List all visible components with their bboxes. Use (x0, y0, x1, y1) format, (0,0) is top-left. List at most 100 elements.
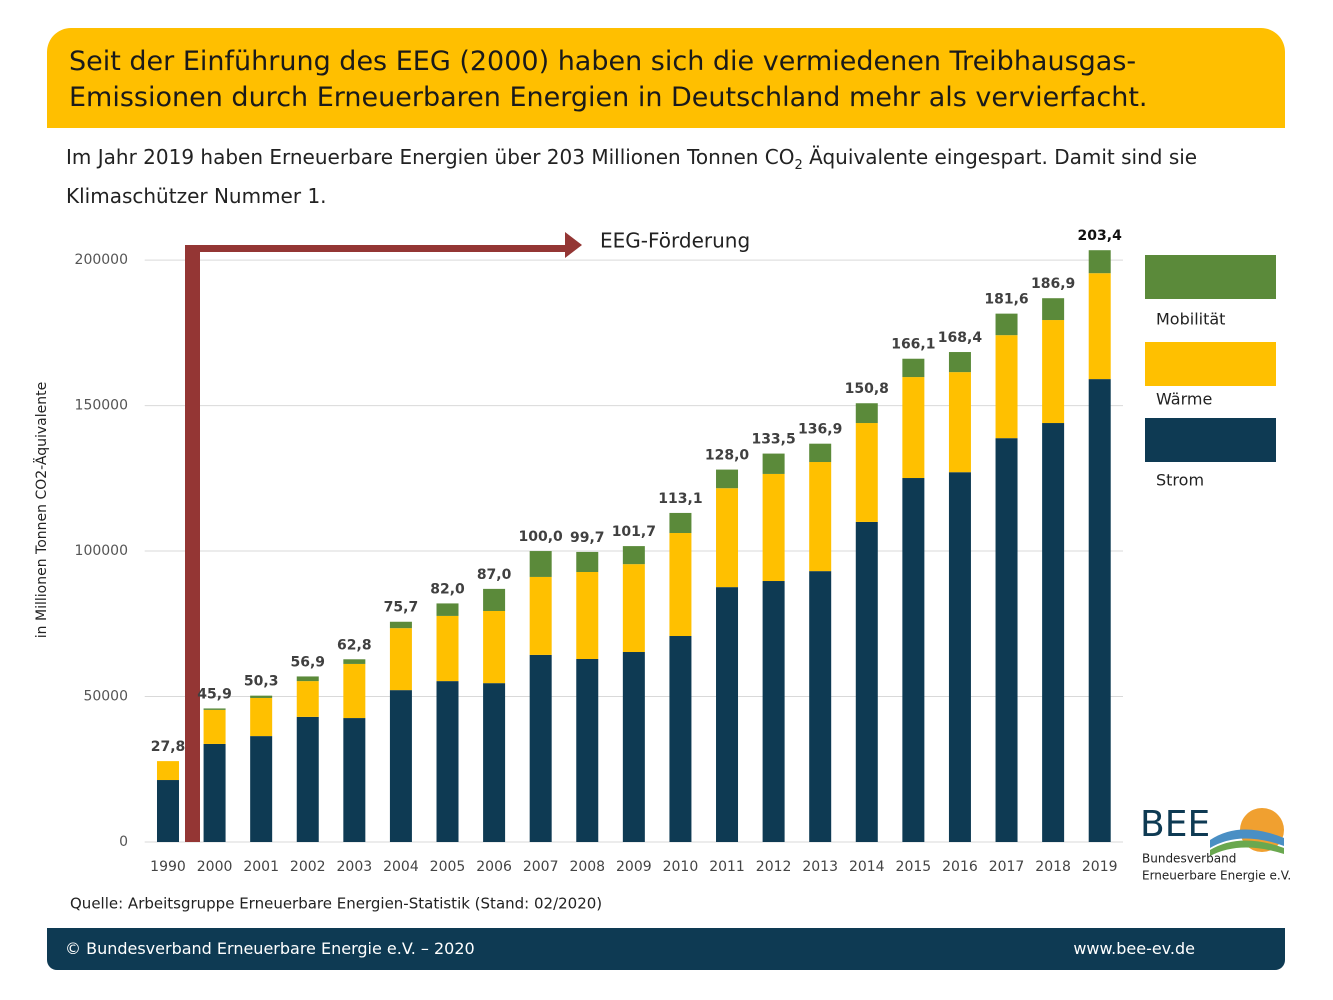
subtitle: Im Jahr 2019 haben Erneuerbare Energien … (66, 142, 1266, 211)
bar-segment (156, 761, 179, 781)
total-label: 27,8 (151, 739, 186, 755)
bar-segment (296, 681, 319, 717)
x-tick-label: 2007 (523, 859, 559, 875)
x-tick-label: 2012 (756, 859, 792, 875)
total-label: 133,5 (751, 432, 795, 448)
bar-segment (529, 551, 552, 577)
total-label: 82,0 (430, 581, 465, 597)
title: Seit der Einführung des EEG (2000) haben… (69, 46, 1137, 77)
x-tick-label: 2005 (430, 859, 466, 875)
legend-label: Mobilität (1156, 310, 1225, 329)
total-label: 45,9 (197, 686, 232, 702)
x-tick-label: 2002 (290, 859, 326, 875)
x-tick-label: 2000 (197, 859, 233, 875)
legend-swatch (1145, 255, 1276, 299)
bar-segment (576, 658, 599, 842)
bar-segment (1042, 423, 1065, 842)
x-tick-label: 2010 (663, 859, 699, 875)
x-tick-label: 2006 (476, 859, 512, 875)
x-tick-label: 2018 (1035, 859, 1071, 875)
bar-segment (622, 652, 645, 842)
total-label: 56,9 (290, 654, 325, 670)
bar-segment (948, 372, 971, 473)
legend-swatch (1145, 418, 1276, 462)
logo-text: Erneuerbare Energie e.V. (1142, 869, 1291, 883)
logo: BEE Bundesverband Erneuerbare Energie e.… (1140, 804, 1291, 883)
x-tick-label: 2001 (243, 859, 279, 875)
bar-segment (250, 736, 273, 842)
bar-segment (1088, 379, 1111, 842)
total-label: 62,8 (337, 637, 372, 653)
bar-segment (902, 377, 925, 479)
bar-segment (156, 780, 179, 842)
bar-segment (762, 581, 785, 842)
bar-segment (343, 659, 366, 664)
bar-segment (576, 551, 599, 572)
total-label: 168,4 (938, 330, 983, 346)
y-tick-label: 50000 (83, 689, 128, 705)
bar-segment (436, 681, 459, 842)
x-tick-label: 2008 (569, 859, 605, 875)
x-tick-label: 2009 (616, 859, 652, 875)
bar-segment (762, 473, 785, 582)
bar-segment (296, 716, 319, 842)
bar-segment (343, 663, 366, 719)
footer-left: © Bundesverband Erneuerbare Energie e.V.… (65, 939, 475, 958)
bar-segment (995, 438, 1018, 842)
bar-segment (389, 621, 412, 629)
x-tick-label: 2015 (896, 859, 932, 875)
total-label: 99,7 (570, 530, 605, 546)
total-label: 100,0 (519, 529, 564, 545)
x-tick-label: 2011 (709, 859, 745, 875)
title: Emissionen durch Erneuerbaren Energien i… (69, 82, 1148, 113)
bar-segment (855, 423, 878, 522)
total-label: 101,7 (612, 524, 656, 540)
x-tick-label: 2016 (942, 859, 978, 875)
legend-label: Strom (1156, 471, 1204, 490)
bar-segment (483, 683, 506, 842)
total-label: 186,9 (1031, 276, 1075, 292)
title-banner: Seit der Einführung des EEG (2000) haben… (47, 28, 1285, 128)
total-label: 203,4 (1078, 228, 1123, 244)
total-label: 50,3 (244, 674, 279, 690)
bar-segment (436, 615, 459, 682)
y-tick-label: 100000 (75, 543, 128, 559)
bar-segment (203, 709, 226, 744)
bar-segment (343, 718, 366, 842)
bar-segment (483, 610, 506, 684)
bar-segment (250, 697, 273, 737)
bar-segment (669, 636, 692, 842)
bar-segment (389, 690, 412, 842)
bar-segment (948, 472, 971, 842)
bar-segment (389, 628, 412, 691)
logo-wave (1210, 840, 1284, 856)
bar-segment (622, 564, 645, 653)
bar-segment (1042, 320, 1065, 424)
subtitle-text: Äquivalente eingespart. Damit sind sie K… (66, 145, 1198, 208)
bar-segment (716, 587, 739, 842)
x-tick-label: 2019 (1082, 859, 1118, 875)
x-tick-label: 2017 (989, 859, 1025, 875)
x-tick-label: 2003 (337, 859, 373, 875)
bar-segment (1088, 273, 1111, 380)
y-tick-label: 150000 (75, 398, 128, 414)
bar-segment (529, 654, 552, 842)
y-tick-label: 200000 (75, 252, 128, 268)
bar-segment (1042, 298, 1065, 321)
bar-segment (716, 488, 739, 588)
bar-segment (669, 533, 692, 637)
x-tick-label: 2004 (383, 859, 419, 875)
bar-segment (250, 695, 273, 698)
total-label: 136,9 (798, 422, 842, 438)
bar-segment (622, 546, 645, 565)
subtitle-text: Im Jahr 2019 haben Erneuerbare Energien … (66, 145, 795, 169)
footer: © Bundesverband Erneuerbare Energie e.V.… (47, 928, 1285, 970)
bar-segment (483, 588, 506, 611)
bar-segment (995, 313, 1018, 336)
bar-segment (902, 478, 925, 842)
bar-segment (296, 676, 319, 682)
bar-segment (809, 462, 832, 572)
bar-segment (809, 443, 832, 463)
